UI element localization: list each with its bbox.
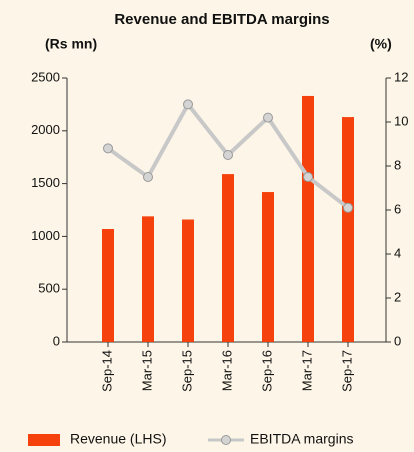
bar — [302, 95, 314, 343]
x-tick-label: Mar-16 — [219, 350, 234, 391]
y-tick-label: 1000 — [31, 228, 60, 243]
line-point — [343, 202, 353, 213]
line-point — [303, 172, 313, 182]
legend-label: EBITDA margins — [250, 431, 353, 447]
bar — [342, 117, 354, 343]
legend-swatch — [28, 434, 60, 446]
y2-tick-label: 12 — [394, 69, 408, 84]
bar — [142, 216, 154, 342]
x-tick-label: Mar-15 — [139, 350, 154, 391]
y2-tick-label: 8 — [394, 157, 401, 172]
y2-tick-label: 4 — [394, 245, 401, 260]
y-tick-label: 500 — [38, 281, 60, 296]
y-axis-label: (Rs mn) — [45, 36, 97, 52]
chart-title: Revenue and EBITDA margins — [114, 11, 329, 28]
line-point — [103, 143, 113, 154]
x-tick-label: Mar-17 — [299, 350, 314, 391]
x-tick-label: Sep-14 — [99, 350, 114, 392]
y2-tick-label: 10 — [394, 113, 408, 128]
line-point — [223, 150, 233, 160]
y2-tick-label: 2 — [394, 289, 401, 304]
line-point — [263, 112, 273, 123]
bar — [182, 219, 194, 342]
x-tick-label: Sep-15 — [179, 350, 194, 392]
y2-tick-label: 6 — [394, 201, 401, 216]
x-tick-label: Sep-17 — [339, 350, 354, 392]
y2-axis-label: (%) — [370, 36, 392, 52]
bar — [262, 192, 274, 342]
line-point — [143, 172, 153, 182]
y-tick-label: 2000 — [31, 122, 60, 137]
y2-tick-label: 0 — [394, 333, 401, 348]
y-tick-label: 0 — [53, 333, 60, 348]
bar — [222, 174, 234, 342]
y-tick-label: 1500 — [31, 175, 60, 190]
y-tick-label: 2500 — [31, 69, 60, 84]
bar — [102, 229, 114, 342]
line-point — [183, 99, 193, 110]
legend-label: Revenue (LHS) — [70, 431, 167, 447]
legend-swatch — [221, 435, 231, 445]
x-tick-label: Sep-16 — [259, 350, 274, 392]
